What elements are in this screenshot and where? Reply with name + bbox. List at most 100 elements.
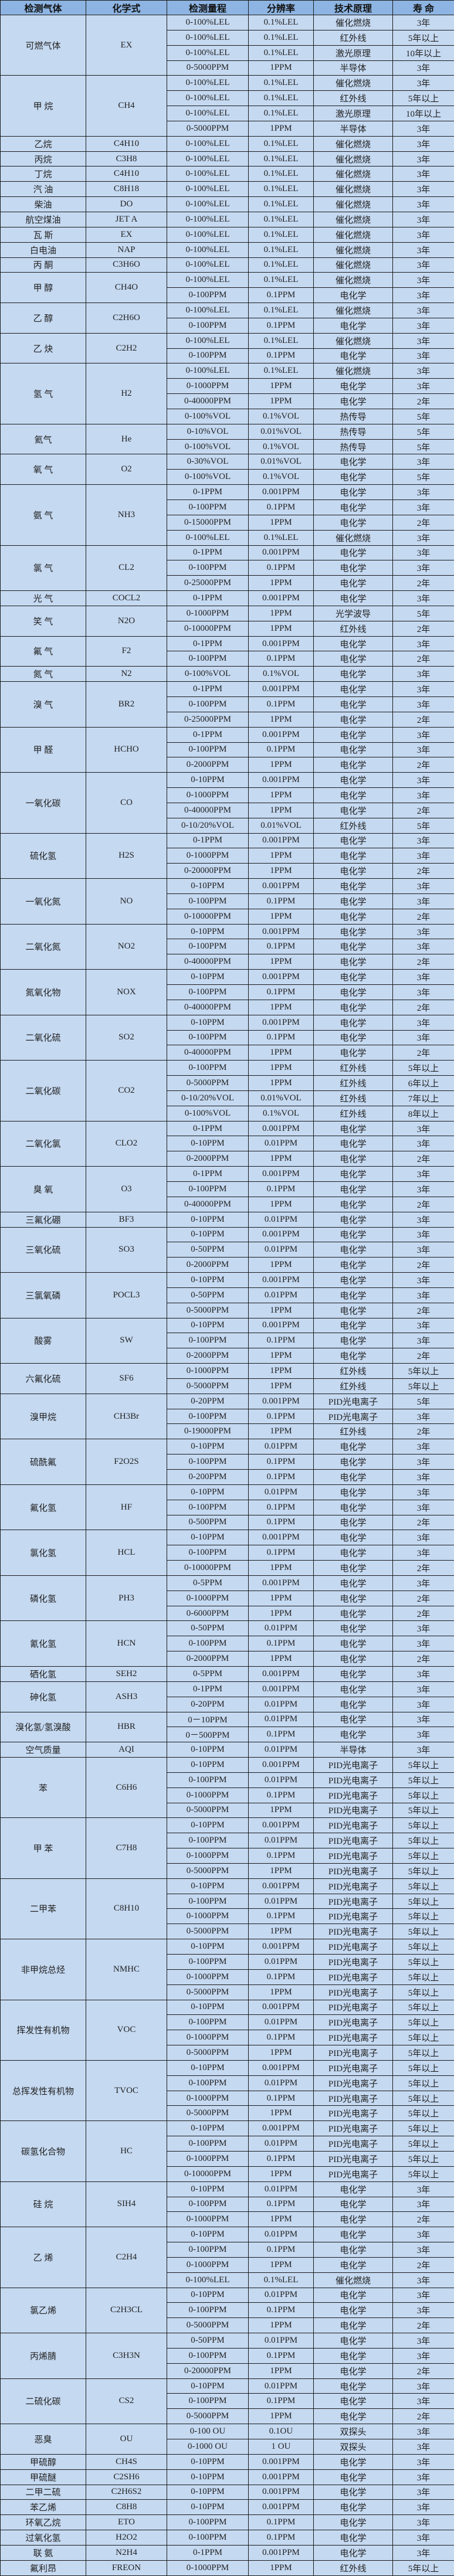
gas-name-cell: 甲 醇	[0, 272, 86, 304]
resolution-cell: 0.1PPM	[248, 1727, 314, 1743]
gas-name-cell: 甲硫醇	[0, 2453, 86, 2470]
resolution-cell: 0.001PPM	[248, 1666, 314, 1682]
range-cell: 0-10PPM	[167, 1136, 249, 1152]
lifetime-cell: 3年	[392, 1211, 454, 1228]
range-cell: 0-100%LEL	[167, 90, 249, 107]
principle-cell: 电化学	[313, 1226, 393, 1243]
principle-cell: PID光电离子	[313, 2150, 393, 2167]
table-row: 汽 油 C8H18 0-100%LEL 0.1%LEL 催化燃烧 3年	[0, 181, 454, 198]
resolution-cell: 0.001PPM	[248, 1757, 314, 1773]
range-cell: 0-1PPM	[167, 635, 249, 652]
resolution-cell: 0.001PPM	[248, 832, 314, 849]
table-row: 非甲烷总烃 NMHC 0-10PPM 0.001PPM PID光电离子 5年以上	[0, 1939, 454, 2000]
table-row: 0-100PPM 0.1PPM 电化学 2年	[1, 651, 454, 667]
lifetime-cell: 5年以上	[392, 1923, 454, 1940]
principle-cell: 催化燃烧	[313, 242, 393, 258]
resolution-cell: 1PPM	[248, 2408, 314, 2425]
lifetime-cell: 5年以上	[392, 1893, 454, 1909]
lifetime-cell: 3年	[392, 1469, 454, 1485]
range-cell: 0-10PPM	[167, 1317, 249, 1334]
principle-cell: 红外线	[313, 29, 393, 46]
table-row: 二氧化氮 NO2 0-10PPM 0.001PPM 电化学 3年	[0, 923, 454, 970]
resolution-cell: 0.01PPM	[248, 1620, 314, 1637]
lifetime-cell: 3年	[392, 2196, 454, 2213]
gas-name-cell: 空气质量	[0, 1742, 86, 1758]
resolution-cell: 0.1%LEL	[248, 151, 314, 167]
formula-cell: CH4	[86, 75, 167, 137]
formula-cell: CO2	[86, 1060, 167, 1122]
resolution-cell: 0.1%LEL	[248, 196, 314, 212]
formula-cell: POCL3	[86, 1272, 167, 1318]
lifetime-cell: 3年	[392, 2347, 454, 2364]
table-row: 0-40000PPM 1PPM 电化学 2年	[1, 1196, 454, 1212]
principle-cell: 电化学	[313, 2347, 393, 2364]
lifetime-cell: 2年	[392, 1590, 454, 1606]
range-cell: 0-10PPM	[167, 1742, 249, 1758]
range-cell: 0-100PPM	[167, 1181, 249, 1197]
principle-cell: 电化学	[313, 1196, 393, 1212]
principle-cell: 电化学	[313, 772, 393, 789]
formula-cell: NO2	[86, 923, 167, 970]
resolution-cell: 1PPM	[248, 1045, 314, 1061]
resolution-cell: 0.1PPM	[248, 1545, 314, 1561]
table-row: 0-5000PPM 1PPM 半导体 3年	[1, 60, 454, 76]
principle-cell: 催化燃烧	[313, 2272, 393, 2288]
formula-cell: DO	[86, 196, 167, 212]
resolution-cell: 1PPM	[248, 2045, 314, 2061]
principle-cell: 电化学	[313, 2256, 393, 2273]
formula-cell: C3H8	[86, 151, 167, 167]
resolution-cell: 0.01PPM	[248, 1711, 314, 1728]
resolution-cell: 0.1%LEL	[248, 257, 314, 273]
table-row: 空气质量 AQI 0-10PPM 0.01PPM 半导体 3年	[0, 1742, 454, 1758]
lifetime-cell: 3年	[392, 1333, 454, 1349]
range-cell: 0-100PPM	[167, 893, 249, 909]
formula-cell: N2	[86, 666, 167, 682]
range-cell: 0-100%LEL	[167, 303, 249, 318]
range-cell: 0-1000PPM	[167, 2090, 249, 2106]
lifetime-cell: 2年	[392, 999, 454, 1015]
range-cell: 0-1PPM	[167, 726, 249, 743]
table-row: 0-5000PPM 1PPM 电化学 2年	[1, 2408, 454, 2425]
resolution-cell: 0.001PPM	[248, 1317, 314, 1334]
resolution-cell: 1PPM	[248, 2363, 314, 2379]
principle-cell: 电化学	[313, 726, 393, 743]
table-row: 氨 气 NH3 0-1PPM 0.001PPM 电化学 3年	[0, 484, 454, 546]
lifetime-cell: 5年以上	[392, 2075, 454, 2091]
table-header: 检测气体 化学式 检测量程 分辨率 技术原理 寿 命	[0, 0, 454, 15]
lifetime-cell: 3年	[392, 1499, 454, 1515]
resolution-cell: 0.001PPM	[248, 1120, 314, 1137]
range-cell: 0-5PPM	[167, 1666, 249, 1682]
lifetime-cell: 5年以上	[392, 1363, 454, 1379]
lifetime-cell: 3年	[392, 666, 454, 682]
lifetime-cell: 3年	[392, 923, 454, 940]
table-row: 三氟化硼 BF3 0-10PPM 0.01PPM 电化学 3年	[0, 1211, 454, 1228]
table-row: 航空煤油 JET A 0-100%LEL 0.1%LEL 催化燃烧 3年	[0, 211, 454, 227]
range-cell: 0-19000PPM	[167, 1423, 249, 1440]
gas-name-cell: 丙烯腈	[0, 2333, 86, 2379]
resolution-cell: 0.1%VOL	[248, 408, 314, 424]
range-cell: 0-1000PPM	[167, 605, 249, 621]
range-cell: 0-2000PPM	[167, 1651, 249, 1667]
formula-cell: NAP	[86, 242, 167, 258]
formula-cell: C2H6S2	[86, 2484, 167, 2500]
principle-cell: 电化学	[313, 742, 393, 758]
resolution-cell: 0.01PPM	[248, 1287, 314, 1303]
principle-cell: PID光电离子	[313, 1787, 393, 1803]
table-row: 酸雾 SW 0-10PPM 0.001PPM 电化学 3年	[0, 1317, 454, 1364]
resolution-cell: 0.001PPM	[248, 969, 314, 985]
resolution-cell: 0.001PPM	[248, 1939, 314, 1955]
lifetime-cell: 3年	[392, 378, 454, 395]
principle-cell: PID光电离子	[313, 2136, 393, 2152]
lifetime-cell: 3年	[392, 878, 454, 894]
gas-name-cell: 柴油	[0, 196, 86, 212]
table-row: 丙烯腈 C3H3N 0-50PPM 0.01PPM 电化学 3年	[0, 2333, 454, 2379]
gas-name-cell: 乙 醇	[0, 303, 86, 334]
table-row: 0-100PPM 0.1PPM 电化学 3年	[1, 2302, 454, 2319]
principle-cell: 电化学	[313, 590, 393, 606]
resolution-cell: 0.1PPM	[248, 893, 314, 909]
principle-cell: 电化学	[313, 984, 393, 1000]
lifetime-cell: 3年	[392, 242, 454, 258]
lifetime-cell: 3年	[392, 196, 454, 212]
range-cell: 0-100PPM	[167, 1545, 249, 1561]
resolution-cell: 0.1PPM	[248, 348, 314, 364]
